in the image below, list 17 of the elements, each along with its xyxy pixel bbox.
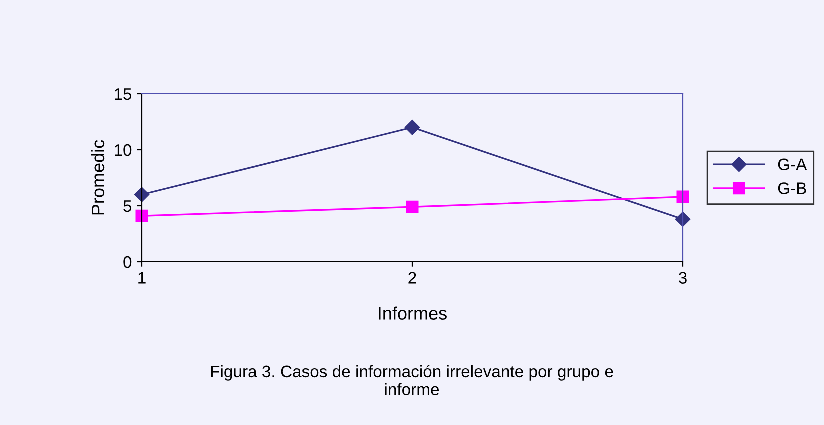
x-tick-label: 2 [408,272,416,284]
point [134,187,150,202]
y-tick-label: 10 [115,144,132,156]
x-axis-title: Informes [379,306,447,320]
point [136,210,148,222]
point [406,200,419,214]
y-tick-label: 5 [124,200,132,212]
x-tick-label: 1 [138,272,146,284]
legend-label: G-B [778,182,806,194]
y-tick-label: 0 [124,256,132,268]
text: Figura 3. Casos de información irrelevante por grupo e informe [211,365,614,396]
point [404,120,420,136]
legend-label: G-A [778,158,808,171]
x-tick-label: 3 [679,272,687,284]
y-axis-title: Promedic [91,140,105,215]
point [676,190,690,204]
y-tick-label: 15 [115,88,132,100]
